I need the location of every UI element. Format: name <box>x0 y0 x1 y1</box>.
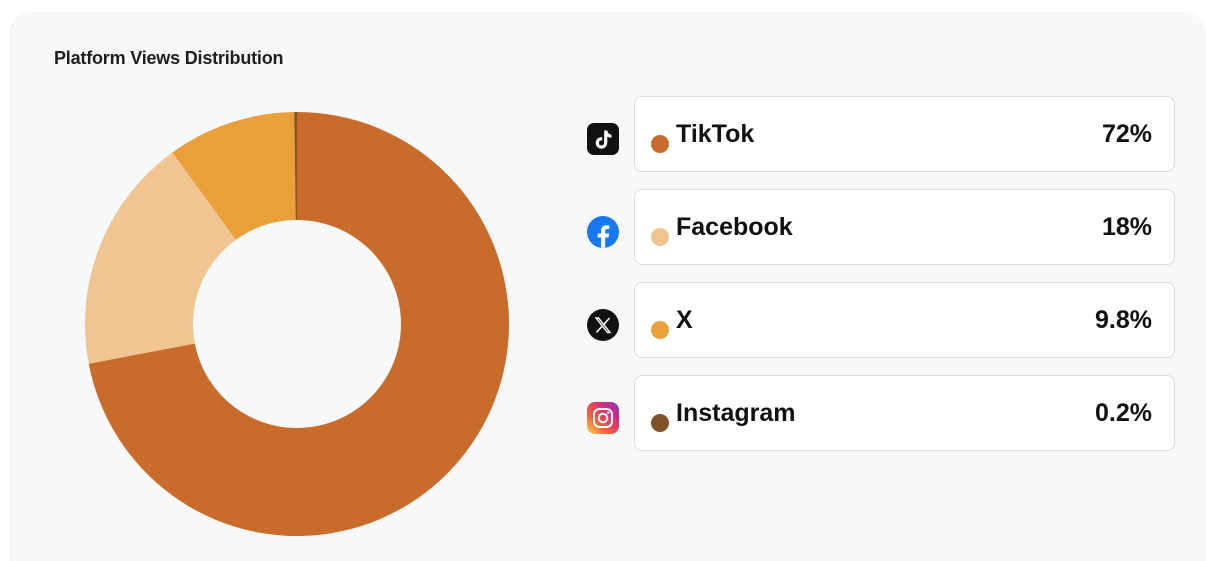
legend-swatch <box>651 135 669 153</box>
chart-card: Platform Views Distribution TikTok 72% <box>10 12 1206 561</box>
x-icon <box>586 308 620 342</box>
legend-value: 9.8% <box>1095 306 1152 334</box>
donut-slice-instagram[interactable] <box>294 112 297 221</box>
legend-pill: Facebook 18% <box>634 189 1175 265</box>
legend-swatch <box>651 414 669 432</box>
legend-row-tiktok[interactable]: TikTok 72% <box>586 96 1176 174</box>
legend-pill: Instagram 0.2% <box>634 375 1175 451</box>
legend-row-x[interactable]: X 9.8% <box>586 282 1176 360</box>
legend-row-instagram[interactable]: Instagram 0.2% <box>586 375 1176 453</box>
legend-pill: X 9.8% <box>634 282 1175 358</box>
legend-label: Facebook <box>676 213 793 241</box>
tiktok-icon <box>586 122 620 156</box>
legend-label: Instagram <box>676 399 796 427</box>
legend-value: 0.2% <box>1095 399 1152 427</box>
legend-value: 72% <box>1101 120 1152 148</box>
donut-slice-x[interactable] <box>172 112 296 240</box>
facebook-icon <box>586 215 620 249</box>
instagram-icon <box>586 401 620 435</box>
legend-swatch <box>651 321 669 339</box>
legend-swatch <box>651 228 669 246</box>
donut-slice-tiktok[interactable] <box>88 112 510 536</box>
donut-chart <box>84 112 510 536</box>
legend-row-facebook[interactable]: Facebook 18% <box>586 189 1176 267</box>
legend-label: TikTok <box>676 120 755 148</box>
legend: TikTok 72% Facebook 18% <box>586 96 1176 468</box>
legend-value: 18% <box>1101 213 1152 241</box>
donut-slice-facebook[interactable] <box>84 152 236 364</box>
legend-pill: TikTok 72% <box>634 96 1175 172</box>
chart-title: Platform Views Distribution <box>54 48 284 68</box>
legend-label: X <box>676 306 693 334</box>
